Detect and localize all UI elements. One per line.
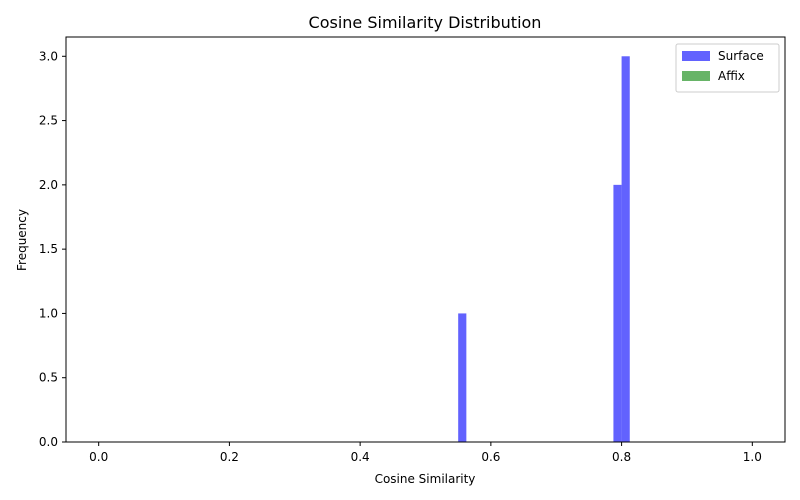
y-tick-label: 1.5 <box>39 242 58 256</box>
y-axis: 0.0 0.5 1.0 1.5 2.0 2.5 3.0 <box>39 49 66 449</box>
plot-frame <box>65 36 786 443</box>
x-axis: 0.0 0.2 0.4 0.6 0.8 1.0 <box>89 442 762 464</box>
y-tick-label: 0.0 <box>39 435 58 449</box>
legend-swatch-surface <box>682 51 710 61</box>
x-tick-label: 0.4 <box>351 450 370 464</box>
legend: Surface Affix <box>675 43 780 93</box>
y-tick-label: 2.5 <box>39 114 58 128</box>
y-axis-label: Frequency <box>15 209 29 271</box>
x-tick-label: 0.0 <box>89 450 108 464</box>
bar-surface-1 <box>613 184 622 442</box>
y-tick-label: 3.0 <box>39 49 58 63</box>
x-tick-label: 0.2 <box>220 450 239 464</box>
y-tick-label: 1.0 <box>39 306 58 320</box>
x-axis-label: Cosine Similarity <box>375 472 476 486</box>
legend-entries: Surface Affix <box>682 49 764 83</box>
x-tick-label: 1.0 <box>743 450 762 464</box>
legend-label-surface: Surface <box>718 49 764 63</box>
bar-surface-2 <box>621 56 630 443</box>
y-tick-label: 0.5 <box>39 371 58 385</box>
x-tick-label: 0.8 <box>612 450 631 464</box>
y-tick-label: 2.0 <box>39 178 58 192</box>
bars-layer <box>458 56 630 443</box>
chart-title: Cosine Similarity Distribution <box>309 13 542 32</box>
legend-swatch-affix <box>682 71 710 81</box>
legend-label-affix: Affix <box>718 69 745 83</box>
bar-surface-0 <box>458 313 467 442</box>
x-tick-label: 0.6 <box>481 450 500 464</box>
